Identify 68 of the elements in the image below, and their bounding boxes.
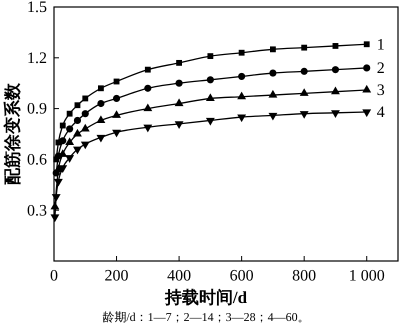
- point: [52, 194, 61, 202]
- point: [50, 214, 60, 222]
- series-label: 2: [376, 60, 385, 77]
- x-tick-label: 200: [104, 267, 129, 284]
- point: [144, 84, 152, 92]
- point: [74, 116, 82, 124]
- point: [176, 60, 182, 66]
- point: [300, 68, 308, 75]
- point: [206, 76, 214, 84]
- point: [144, 66, 151, 73]
- series-label: 4: [376, 104, 385, 121]
- point: [97, 100, 104, 108]
- point: [362, 84, 372, 93]
- point: [59, 137, 66, 144]
- point: [54, 178, 63, 187]
- point: [269, 69, 276, 77]
- y-tick-label: 0.9: [27, 100, 47, 118]
- point: [74, 102, 80, 108]
- point: [112, 94, 120, 102]
- point: [80, 142, 90, 150]
- point: [60, 122, 66, 128]
- point: [268, 112, 278, 120]
- y-axis-title: 配筋徐变系数: [3, 82, 22, 185]
- point: [66, 110, 73, 117]
- point: [237, 92, 246, 100]
- point: [174, 98, 184, 106]
- point: [362, 109, 372, 118]
- point: [207, 53, 214, 60]
- point: [268, 90, 278, 98]
- point: [98, 85, 104, 92]
- x-axis-title: 持载时间/d: [164, 288, 248, 307]
- point: [73, 146, 82, 154]
- point: [331, 86, 340, 94]
- point: [301, 44, 308, 51]
- point: [82, 96, 88, 102]
- point: [270, 46, 276, 52]
- x-tick-label: 400: [167, 267, 192, 284]
- x-tick-label: 600: [230, 267, 254, 284]
- point: [176, 80, 183, 87]
- series-label: 3: [376, 82, 385, 99]
- point: [206, 118, 215, 126]
- x-tick-label: 1 000: [348, 267, 385, 284]
- point: [112, 130, 121, 138]
- y-tick-label: 1.5: [27, 0, 47, 16]
- point: [300, 111, 309, 119]
- y-tick-label: 0.6: [27, 152, 47, 169]
- point: [143, 124, 152, 132]
- x-tick-label: 0: [50, 267, 58, 284]
- y-tick-label: 1.2: [27, 50, 47, 67]
- point: [82, 110, 89, 118]
- point: [66, 125, 74, 132]
- point: [96, 115, 106, 124]
- point: [332, 66, 340, 74]
- x-tick-label: 800: [292, 267, 316, 284]
- point: [300, 88, 309, 96]
- text: 龄期/d：1—7；2—14；3—28；4—60。: [102, 310, 310, 324]
- series-label: 1: [376, 36, 385, 54]
- point: [174, 121, 184, 129]
- point: [332, 43, 338, 49]
- point: [237, 114, 246, 122]
- point: [363, 64, 370, 72]
- y-tick-label: 0.3: [27, 202, 47, 220]
- point: [238, 72, 246, 80]
- point: [114, 78, 120, 84]
- point: [65, 155, 74, 163]
- point: [96, 134, 106, 143]
- point: [238, 50, 245, 56]
- point: [331, 110, 340, 118]
